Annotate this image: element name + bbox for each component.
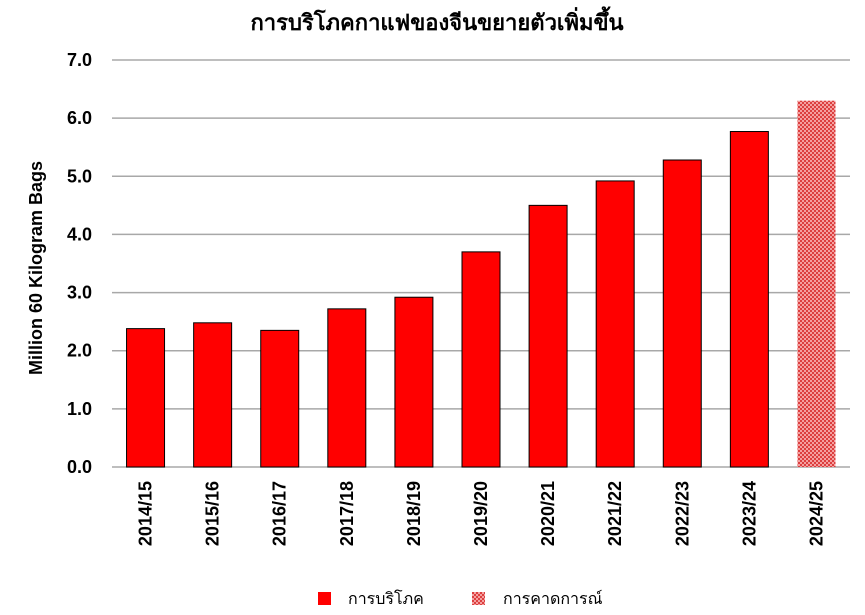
bar xyxy=(327,308,367,468)
bar xyxy=(662,159,702,468)
y-tick-label: 7.0 xyxy=(67,50,92,70)
bars xyxy=(126,100,836,468)
bar xyxy=(729,131,769,468)
x-tick-label: 2023/24 xyxy=(739,481,759,546)
y-tick-label: 2.0 xyxy=(67,341,92,361)
x-tick-label: 2016/17 xyxy=(270,481,290,546)
chart-title: การบริโภคกาแฟของจีนขยายตัวเพิ่มขึ้น xyxy=(250,6,623,36)
y-tick-label: 0.0 xyxy=(67,457,92,477)
bar xyxy=(260,329,300,468)
x-tick-label: 2014/15 xyxy=(136,481,156,546)
y-axis-ticks: 0.0 1.0 2.0 3.0 4.0 5.0 6.0 7.0 xyxy=(67,50,92,477)
legend-swatch-consumption xyxy=(318,592,331,605)
bar xyxy=(528,204,568,468)
bar xyxy=(193,322,233,468)
bar xyxy=(461,251,501,468)
bar xyxy=(595,180,635,468)
legend-swatch-forecast xyxy=(472,592,485,605)
x-axis-ticks: 2014/15 2015/16 2016/17 2017/18 2018/19 2019/… xyxy=(136,481,827,546)
x-tick-label: 2019/20 xyxy=(471,481,491,546)
y-axis-label: Million 60 Kilogram Bags xyxy=(26,161,46,375)
y-tick-label: 6.0 xyxy=(67,108,92,128)
legend-label-consumption: การบริโภค xyxy=(348,589,424,608)
x-tick-label: 2024/25 xyxy=(806,481,826,546)
bar xyxy=(394,296,434,468)
bar xyxy=(126,328,166,468)
bar-forecast xyxy=(797,100,836,467)
x-tick-label: 2018/19 xyxy=(404,481,424,546)
y-tick-label: 1.0 xyxy=(67,399,92,419)
legend-label-forecast: การคาดการณ์ xyxy=(503,589,603,608)
legend: การบริโภค การคาดการณ์ xyxy=(318,589,603,608)
x-tick-label: 2020/21 xyxy=(538,481,558,546)
x-tick-label: 2017/18 xyxy=(337,481,357,546)
y-tick-label: 3.0 xyxy=(67,283,92,303)
y-tick-label: 5.0 xyxy=(67,166,92,186)
y-tick-label: 4.0 xyxy=(67,224,92,244)
x-tick-label: 2022/23 xyxy=(672,481,692,546)
x-tick-label: 2015/16 xyxy=(203,481,223,546)
x-tick-label: 2021/22 xyxy=(605,481,625,546)
